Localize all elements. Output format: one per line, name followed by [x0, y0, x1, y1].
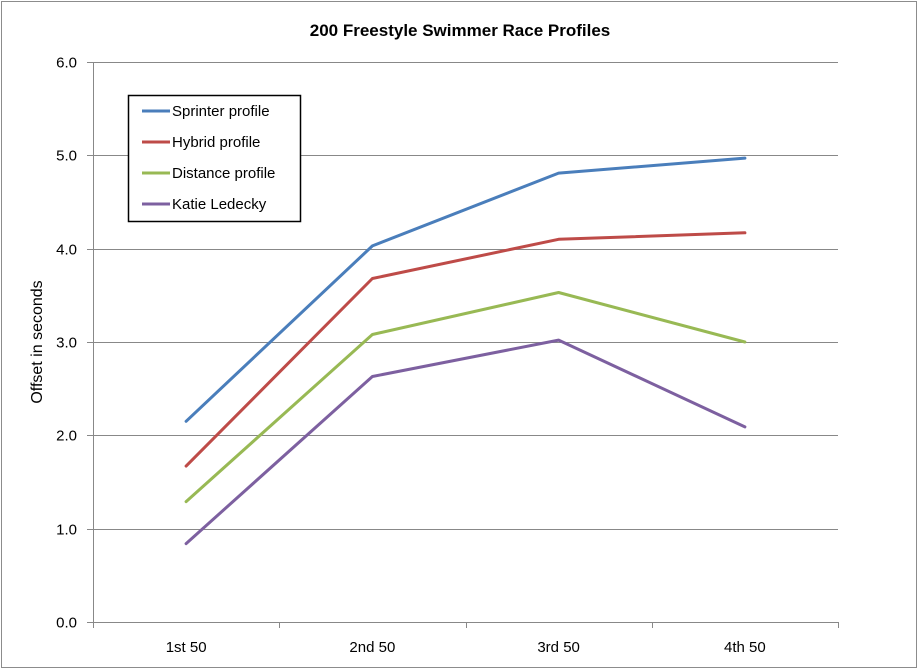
series-line [184, 231, 747, 468]
axes: 0.0 1.0 2.0 3.0 4.0 5.0 6.0 1st 50 2nd 50 3rd 50 4… [56, 55, 839, 656]
legend-label: Hybrid profile [172, 134, 260, 151]
series-line [184, 156, 747, 423]
legend-label: Distance profile [172, 165, 275, 182]
series-line [184, 291, 747, 504]
y-tick-label: 0.0 [56, 615, 77, 632]
y-tick-label: 3.0 [56, 335, 77, 352]
y-tick-label: 4.0 [56, 242, 77, 259]
x-tick-label: 1st 50 [166, 639, 207, 656]
x-tick-label: 4th 50 [724, 639, 766, 656]
y-axis-title: Offset in seconds [29, 280, 46, 403]
legend-label: Katie Ledecky [172, 196, 267, 213]
legend: Sprinter profile Hybrid profile Distance p… [127, 94, 302, 223]
series-lines [184, 156, 747, 546]
x-tick-label: 3rd 50 [537, 639, 580, 656]
y-tick-label: 5.0 [56, 148, 77, 165]
series-line [184, 338, 747, 546]
y-tick-label: 6.0 [56, 55, 77, 72]
legend-box [127, 94, 302, 223]
chart-title: 200 Freestyle Swimmer Race Profiles [310, 21, 611, 40]
y-tick-label: 2.0 [56, 428, 77, 445]
y-tick-label: 1.0 [56, 522, 77, 539]
x-tick-label: 2nd 50 [349, 639, 395, 656]
legend-label: Sprinter profile [172, 103, 270, 120]
